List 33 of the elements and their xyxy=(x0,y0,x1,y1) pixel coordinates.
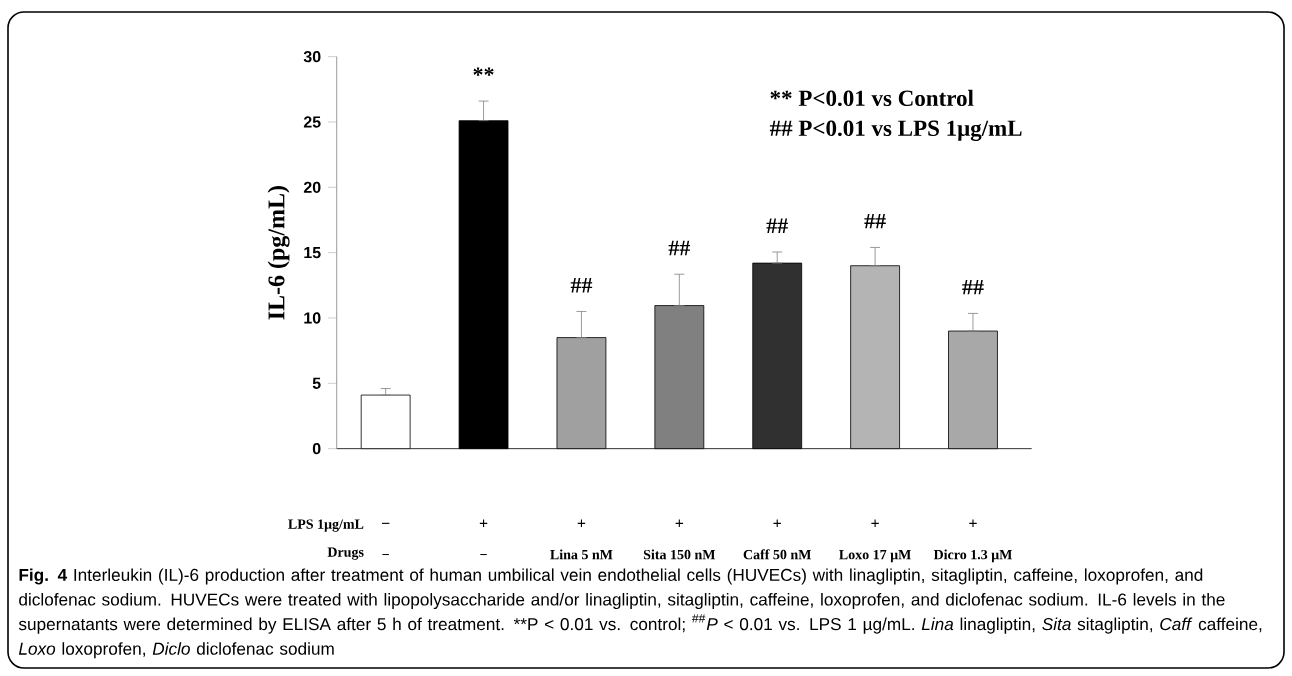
annotation: ## P<0.01 vs LPS 1μg/mL xyxy=(769,120,1022,141)
text: + xyxy=(479,519,488,528)
data-label: ## xyxy=(864,213,886,229)
text: Fig. 4 Interleukin (IL)-6 production after treatment of human umbilical vein endothelial cells (HUVECs) with linagliptin, sitagliptin, caffeine, loxoprofen, and diclofenac sodium. HUVECs were treated with lipopolysaccharide and/or linagliptin, sitagliptin, caffeine, loxoprofen, and diclofenac sodium. IL-6 levels in the supernatants were determined by ELISA after 5 h of treatment. **P < 0.01 vs. control; $^{##}$P < 0.01 vs. LPS 1 µg/mL. Lina linagliptin, Sita sitagliptin, Caff caffeine, Loxo loxoprofen, Diclo diclofenac sodium xyxy=(18,568,1262,659)
x-tick-label: Caff 50 nM xyxy=(743,549,812,560)
y-tick-label: 20 xyxy=(303,181,321,193)
y-tick-label: 15 xyxy=(304,247,321,259)
data-label: ## xyxy=(962,279,984,295)
data-label: ** xyxy=(473,67,494,76)
annotation: ** P<0.01 vs Control xyxy=(770,89,974,107)
y-tick-label: 25 xyxy=(303,116,321,128)
data-label: ## xyxy=(570,277,593,293)
x-tick-label: Dicro 1.3 μM xyxy=(933,549,1012,563)
y-tick-label: 5 xyxy=(312,377,321,389)
x-tick-label: Sita 150 nM xyxy=(643,549,716,560)
text: + xyxy=(675,519,684,528)
x-tick-label: − xyxy=(480,554,487,556)
text: − xyxy=(381,522,390,524)
text: Drugs xyxy=(327,547,364,560)
text: + xyxy=(577,519,586,528)
y-tick-label: 0 xyxy=(312,442,321,455)
data-label: ## xyxy=(766,218,788,233)
text: LPS 1μg/mL xyxy=(288,519,364,532)
y-axis-title: IL-6 (pg/mL) xyxy=(267,186,290,320)
text: + xyxy=(969,519,977,528)
data-label: ## xyxy=(668,240,691,256)
x-tick-label: Lina 5 nM xyxy=(550,549,613,560)
y-tick-label: 30 xyxy=(303,50,321,63)
y-tick-label: 10 xyxy=(304,312,321,324)
x-tick-label: − xyxy=(382,554,389,556)
text: + xyxy=(871,519,879,528)
text: + xyxy=(773,519,781,528)
x-tick-label: Loxo 17 μM xyxy=(839,549,911,563)
